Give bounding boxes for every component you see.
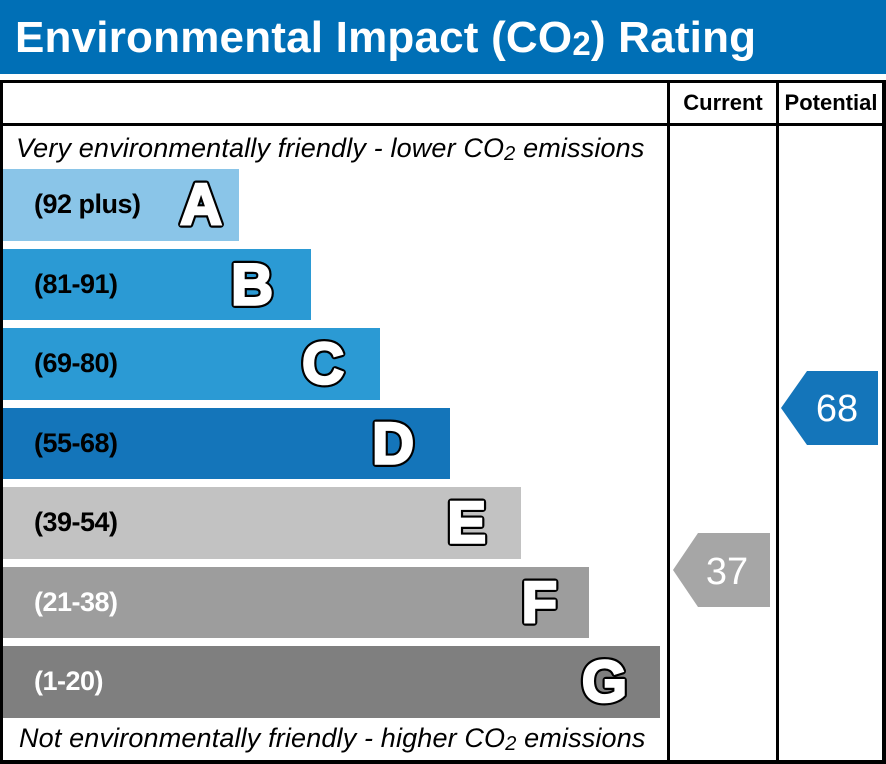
svg-text:E: E	[447, 490, 486, 555]
svg-text:C: C	[302, 331, 344, 396]
svg-text:C: C	[302, 331, 344, 396]
svg-text:D: D	[372, 411, 414, 476]
svg-text:68: 68	[816, 388, 858, 430]
svg-text:G: G	[582, 649, 627, 714]
svg-text:A: A	[180, 172, 222, 237]
svg-text:37: 37	[706, 551, 748, 593]
svg-text:B: B	[231, 252, 273, 317]
svg-text:D: D	[372, 411, 414, 476]
svg-text:E: E	[447, 490, 486, 555]
svg-text:B: B	[231, 252, 273, 317]
svg-text:F: F	[522, 570, 557, 635]
svg-text:A: A	[180, 172, 222, 237]
svg-text:G: G	[582, 649, 627, 714]
svg-text:F: F	[522, 570, 557, 635]
